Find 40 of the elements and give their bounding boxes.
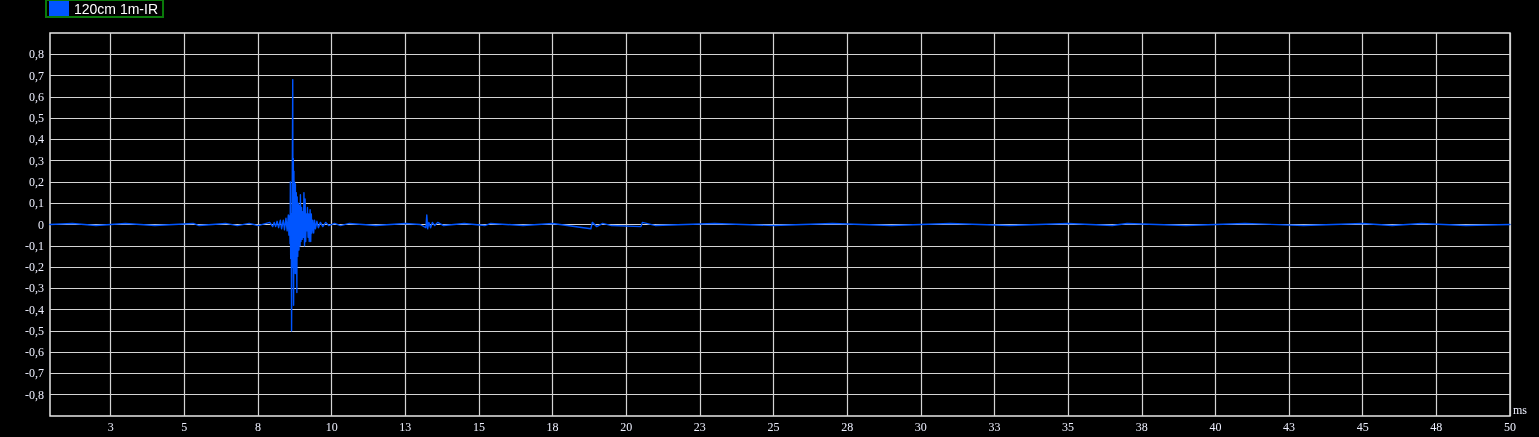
x-tick-label: 28 [841,420,854,434]
x-tick-label: 10 [325,420,338,434]
x-tick-label: 48 [1430,420,1443,434]
x-tick-label: 33 [988,420,1001,434]
x-tick-label: 15 [472,420,485,434]
x-tick-label: 43 [1283,420,1296,434]
y-tick-label: 0,7 [29,68,44,83]
y-tick-label: -0,6 [25,345,44,360]
line-series [49,79,1511,332]
y-tick-label: 0,4 [29,132,44,147]
y-tick-label: 0,2 [29,174,44,189]
y-tick-label: -0,2 [25,260,44,275]
x-tick-label: 40 [1209,420,1222,434]
x-tick-label: 5 [181,420,188,434]
x-tick-label: 50 [1504,420,1516,434]
x-tick-label: 13 [399,420,412,434]
y-tick-label: 0,1 [29,196,44,211]
x-tick-label: 25 [767,420,780,434]
y-tick-label: 0,5 [29,111,44,126]
x-tick-label: 8 [254,420,261,434]
y-tick-label: -0,4 [25,302,44,317]
y-tick-label: 0,6 [29,89,44,104]
x-tick-label: 35 [1062,420,1075,434]
x-tick-label: 38 [1135,420,1148,434]
x-tick-label: 30 [914,420,927,434]
y-tick-label: 0,3 [29,153,44,168]
x-tick-label: 45 [1356,420,1369,434]
x-axis-title: ms [1513,403,1528,417]
y-tick-label: -0,5 [25,323,44,338]
y-tick-label: -0,3 [25,281,44,296]
y-tick-label: -0,8 [25,387,44,402]
x-tick-label: 20 [620,420,633,434]
y-tick-label: 0,8 [29,47,44,62]
y-tick-label: -0,7 [25,366,44,381]
x-tick-label: 18 [546,420,559,434]
x-tick-label: 3 [107,420,114,434]
y-tick-label: 0 [38,217,44,232]
legend-label: 120cm 1m-IR [74,0,159,17]
y-tick-label: -0,1 [25,238,44,253]
x-tick-label: 23 [693,420,706,434]
